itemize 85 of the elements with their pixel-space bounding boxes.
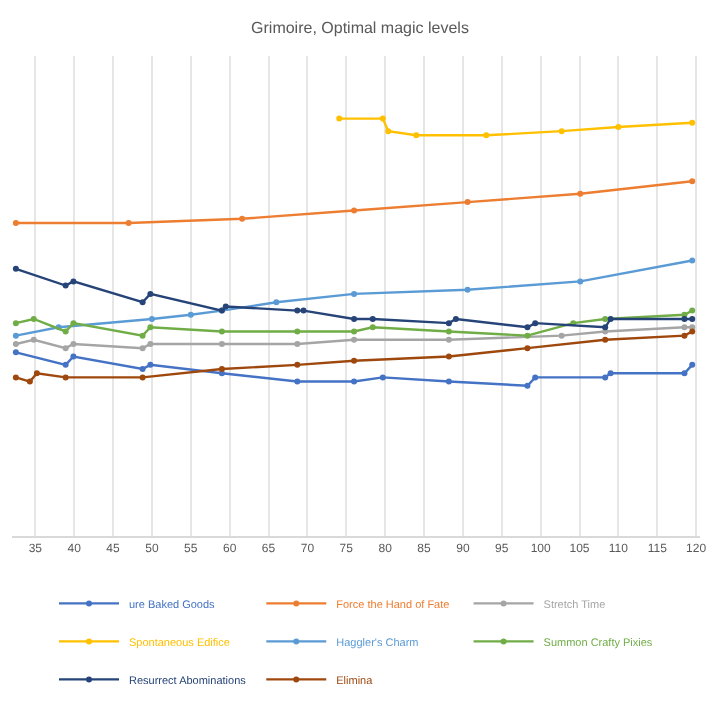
point [689,307,696,314]
point [445,378,452,385]
point [524,345,531,352]
point [464,199,471,206]
point [33,370,40,377]
point [351,357,358,364]
point [369,324,376,331]
point [577,190,584,197]
point [524,382,531,389]
point [147,324,154,331]
point [70,341,77,347]
point [273,299,280,306]
point [12,332,19,339]
point [12,219,19,226]
point [26,378,33,385]
point [577,278,584,285]
point [70,320,77,327]
point [689,257,696,264]
point [445,353,452,360]
point [689,361,696,368]
point [147,341,154,347]
point [12,341,19,347]
point [689,119,696,126]
point [239,215,246,222]
point [294,307,301,314]
point [602,374,609,381]
point [139,374,146,381]
point [147,290,154,297]
point [351,336,358,343]
point [558,332,565,339]
point [12,374,19,381]
point [294,378,301,385]
point [689,178,696,185]
point [30,336,37,343]
point [70,278,77,285]
point [681,370,688,377]
point [445,328,452,335]
point [607,315,614,322]
point [336,115,343,122]
point [615,123,622,130]
point [379,374,386,381]
point [351,207,358,214]
point [607,370,614,377]
point [139,299,146,306]
point [452,315,459,322]
point [294,361,301,368]
point [218,328,225,335]
point [532,320,539,327]
point [187,311,194,318]
point [12,265,19,272]
point [139,345,146,352]
point [464,286,471,293]
point [369,315,376,322]
point [689,315,696,322]
point [62,282,69,289]
point [445,320,452,327]
point [558,128,565,135]
point [681,324,688,331]
point [30,315,37,322]
point [300,307,307,314]
point [147,361,154,368]
point [62,328,69,335]
point [62,374,69,381]
point [139,366,146,373]
point [12,349,19,356]
point [385,128,392,135]
point [351,378,358,385]
point [681,332,688,339]
point [524,324,531,331]
point [62,345,69,352]
point [62,361,69,368]
point [294,328,301,335]
point [351,328,358,335]
chart-title: Grimoire, Optimal magic levels [251,18,469,37]
point [413,132,420,139]
point [139,332,146,339]
point [532,374,539,381]
point [379,115,386,122]
point [483,132,490,139]
point [70,353,77,360]
point [602,336,609,343]
point [12,320,19,327]
point [125,219,132,226]
point [524,332,531,339]
point [445,336,452,343]
